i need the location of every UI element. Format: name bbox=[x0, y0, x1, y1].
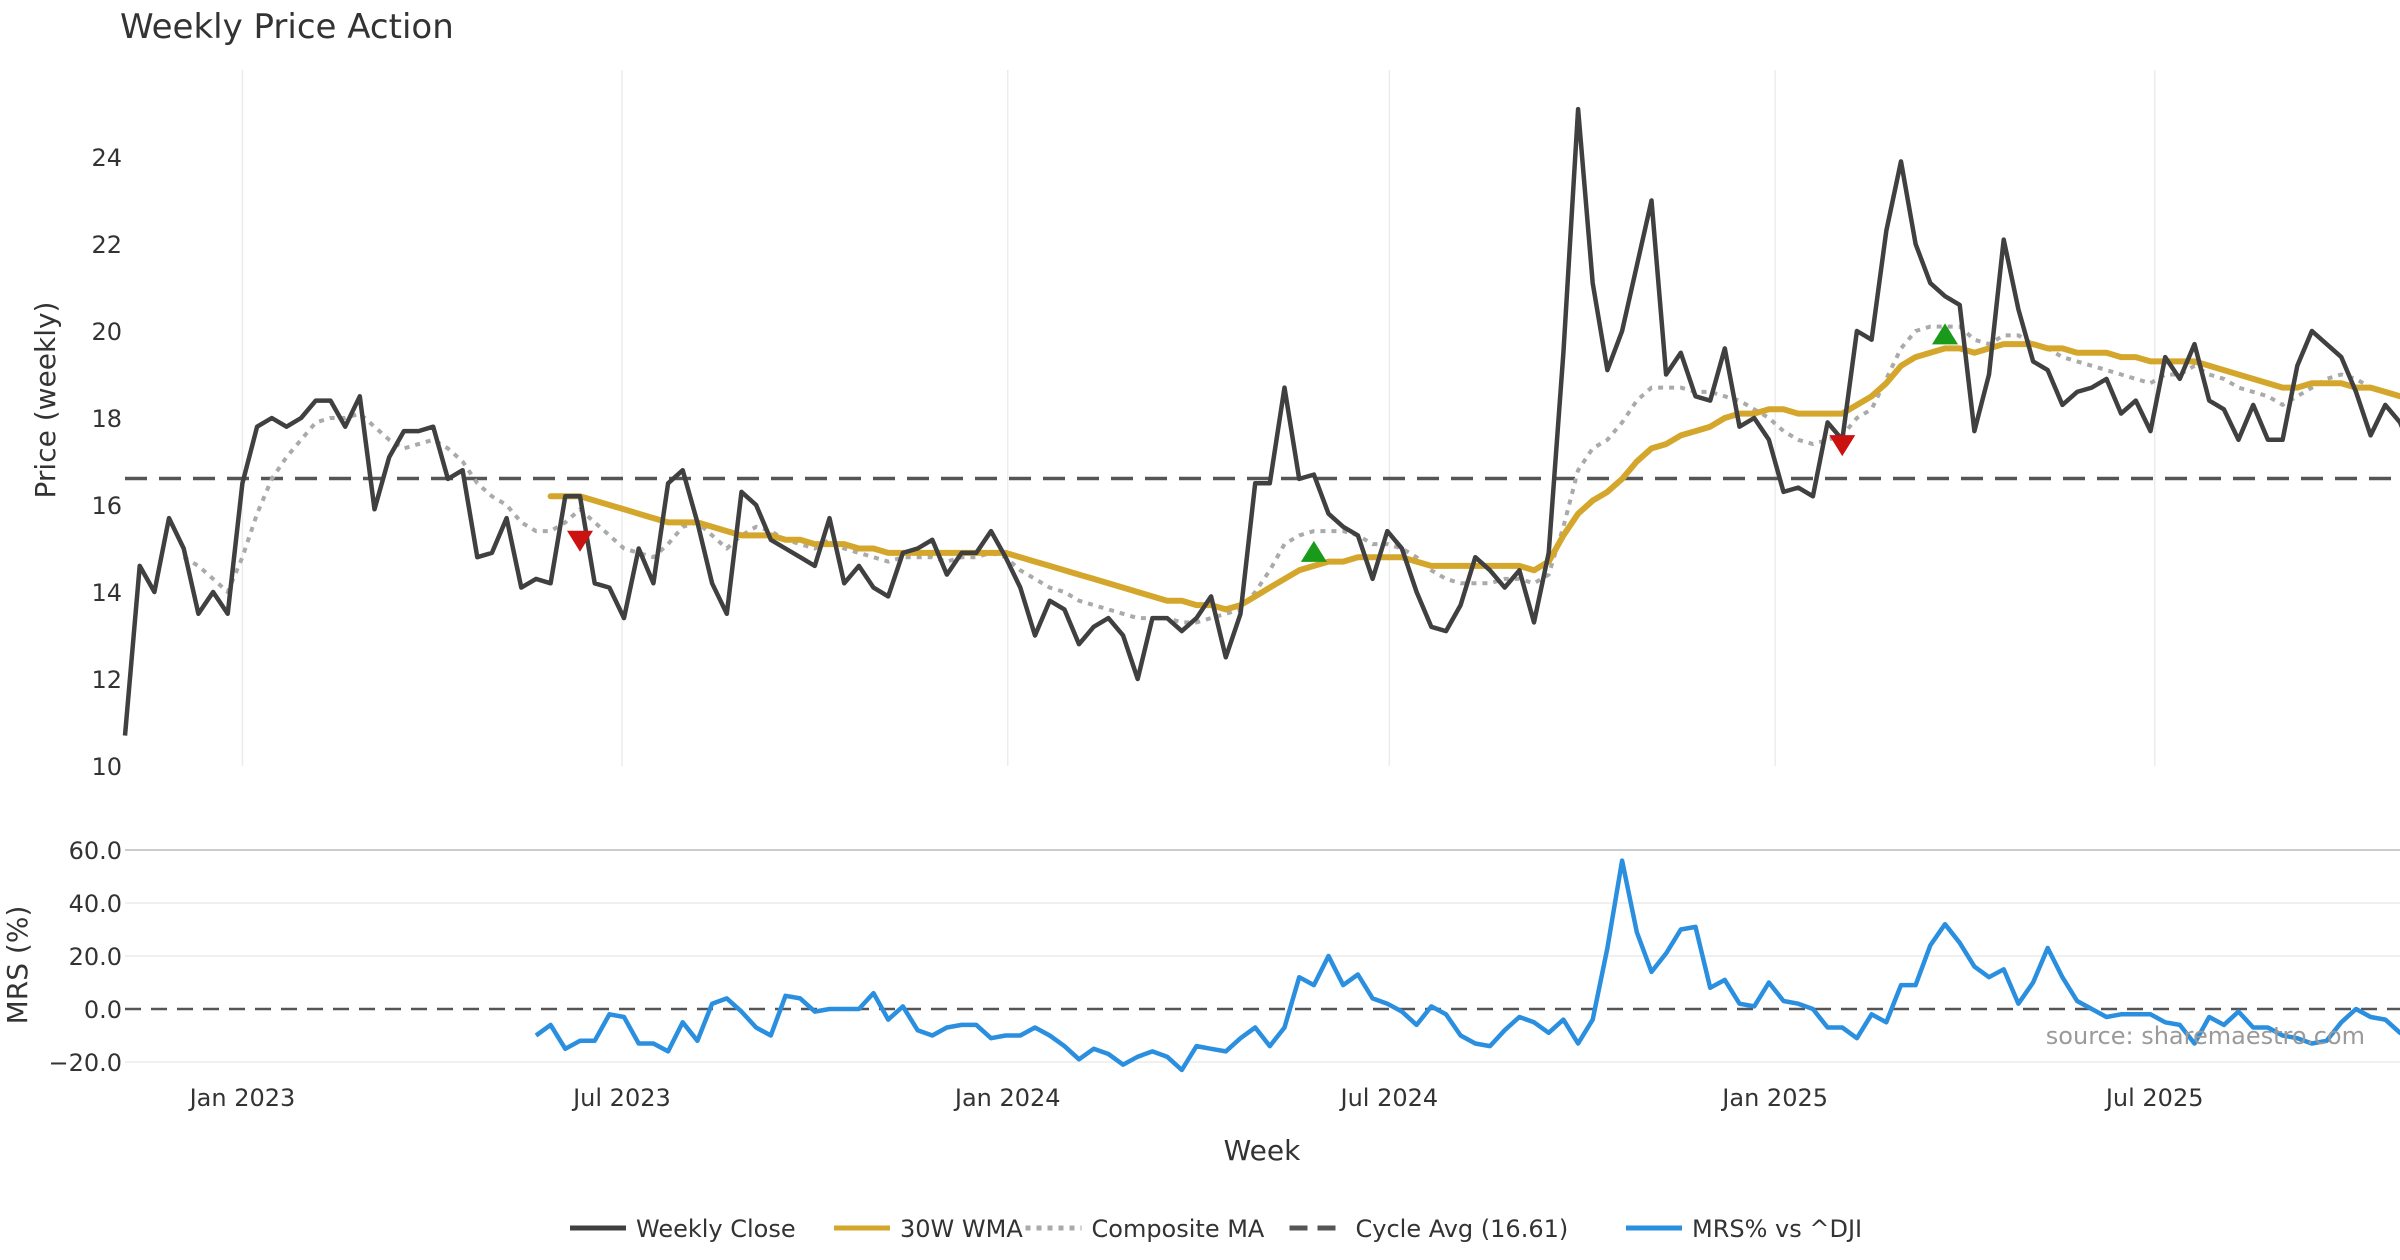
x-tick-label: Jul 2025 bbox=[2104, 1084, 2204, 1112]
legend-label: Composite MA bbox=[1092, 1215, 1265, 1243]
x-tick-label: Jul 2024 bbox=[1339, 1084, 1439, 1112]
source-note: source: sharemaestro.com bbox=[2046, 1022, 2365, 1050]
x-tick-label: Jan 2023 bbox=[188, 1084, 296, 1112]
buy-signal-marker bbox=[1300, 540, 1327, 562]
x-tick-label: Jan 2025 bbox=[1720, 1084, 1828, 1112]
buy-signal-marker bbox=[1932, 323, 1958, 345]
price-y-tick-label: 16 bbox=[91, 492, 122, 520]
mrs-line bbox=[534, 858, 2400, 1073]
price-y-tick-label: 10 bbox=[91, 753, 122, 781]
price-axis-title: Price (weekly) bbox=[29, 302, 62, 499]
legend-label: Cycle Avg (16.61) bbox=[1356, 1215, 1569, 1243]
legend: Weekly Close 30W WMA Composite MA Cycle Avg… bbox=[570, 1215, 1862, 1243]
grid bbox=[125, 70, 2400, 1063]
price-y-tick-label: 24 bbox=[91, 144, 122, 172]
price-y-tick-label: 18 bbox=[91, 405, 122, 433]
legend-label: Weekly Close bbox=[636, 1215, 796, 1243]
legend-label: MRS% vs ^DJI bbox=[1692, 1215, 1862, 1243]
composite-ma-line bbox=[182, 324, 2400, 625]
mrs-y-tick-label: 20.0 bbox=[69, 943, 122, 971]
x-axis-title: Week bbox=[1224, 1134, 1301, 1167]
mrs-y-tick-label: 40.0 bbox=[69, 890, 122, 918]
sell-signal-marker bbox=[1829, 435, 1856, 457]
price-y-tick-label: 20 bbox=[91, 318, 122, 346]
wma-30w-line bbox=[547, 341, 2400, 613]
axes: Jan 2023 Jul 2023 Jan 2024 Jul 2024 Jan 2025… bbox=[48, 144, 2203, 1112]
weekly-close-line bbox=[122, 106, 2400, 736]
mrs-y-tick-label: −20.0 bbox=[48, 1049, 122, 1077]
mrs-y-tick-label: 0.0 bbox=[84, 996, 122, 1024]
mrs-axis-title: MRS (%) bbox=[1, 906, 34, 1025]
x-tick-label: Jul 2023 bbox=[571, 1084, 671, 1112]
sell-signal-marker bbox=[567, 530, 593, 552]
series bbox=[122, 106, 2400, 1073]
price-y-tick-label: 14 bbox=[91, 579, 122, 607]
chart-title: Weekly Price Action bbox=[120, 7, 454, 47]
price-y-tick-label: 12 bbox=[91, 666, 122, 694]
mrs-y-tick-label: 60.0 bbox=[69, 837, 122, 865]
price-y-tick-label: 22 bbox=[91, 231, 122, 259]
x-tick-label: Jan 2024 bbox=[953, 1084, 1061, 1112]
legend-label: 30W WMA bbox=[900, 1215, 1023, 1243]
